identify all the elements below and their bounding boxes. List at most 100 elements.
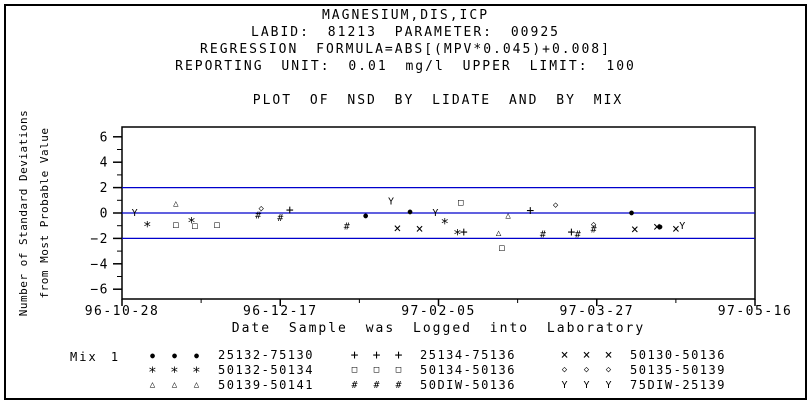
legend-marker-triangle-icon: △ <box>149 380 157 390</box>
y-tick-label: 0 <box>100 207 109 222</box>
legend-marker-Y-icon: Y <box>605 380 613 391</box>
data-point-x-icon: × <box>393 221 401 236</box>
data-point-star-icon: ∗ <box>453 225 461 241</box>
data-point-Y-icon: Y <box>679 221 685 232</box>
data-point-x-icon: × <box>631 223 639 238</box>
data-point-diamond-icon: ◇ <box>259 204 265 214</box>
legend-marker-dot-icon: ● <box>194 351 200 360</box>
legend-entry-label: 50DIW-50136 <box>420 378 516 392</box>
data-point-hash-icon: # <box>255 211 261 222</box>
legend-marker-star-icon: ∗ <box>148 362 158 378</box>
y-tick-label: 4 <box>100 156 109 171</box>
legend-entry: ● ● ● 25132-75130 <box>142 348 314 363</box>
legend-marker-dot-icon: ● <box>150 351 156 360</box>
data-point-square-icon: □ <box>499 244 505 254</box>
legend-column-3: × × × 50130-50136 ◇ ◇ ◇ 50135-50139 Y Y Y 75DIW-251… <box>554 348 726 393</box>
legend-entry-label: 50134-50136 <box>420 363 516 377</box>
legend-marker-diamond-icon: ◇ <box>605 365 613 375</box>
title-reporting-unit: REPORTING UNIT: 0.01 mg/l UPPER LIMIT: 1… <box>175 59 636 74</box>
data-point-Y-icon: Y <box>388 197 394 208</box>
data-point-square-icon: □ <box>192 221 198 231</box>
legend-entry-label: 50135-50139 <box>630 363 726 377</box>
data-point-x-icon: × <box>416 222 424 237</box>
data-point-triangle-icon: △ <box>505 211 511 221</box>
x-tick-label: 97-02-05 <box>401 304 476 319</box>
data-point-square-icon: □ <box>173 221 179 231</box>
legend-marker-Y-icon: Y <box>583 380 591 391</box>
legend-entry-label: 25134-75136 <box>420 348 516 362</box>
legend: Mix 1 ● ● ● 25132-75130 ∗ ∗ ∗ 50132-50134 △ △ △ 501… <box>0 348 811 396</box>
data-point-square-icon: □ <box>214 221 220 231</box>
legend-entry: Y Y Y 75DIW-25139 <box>554 378 726 393</box>
legend-marker-diamond-icon: ◇ <box>561 365 569 375</box>
legend-marker-triangle-icon: △ <box>171 380 179 390</box>
legend-entry: # # #50DIW-50136 <box>344 378 516 393</box>
data-point-x-icon: × <box>653 220 661 235</box>
legend-entry-label: 50130-50136 <box>630 348 726 362</box>
legend-marker-plus-icon: + <box>394 348 404 363</box>
legend-mix-label: Mix 1 <box>70 350 121 364</box>
data-point-plus-icon: + <box>460 225 468 240</box>
legend-entry-label: 50132-50134 <box>218 363 314 377</box>
data-point-diamond-icon: ◇ <box>553 200 559 210</box>
legend-marker-Y-icon: Y <box>561 380 569 391</box>
legend-entry: △ △ △ 50139-50141 <box>142 378 314 393</box>
legend-marker-plus-icon: + <box>350 348 360 363</box>
y-axis-title-line1: Number of Standard Deviations <box>17 110 30 317</box>
y-tick-label: −4 <box>90 257 109 272</box>
data-point-triangle-icon: △ <box>496 228 502 238</box>
data-point-hash-icon: # <box>344 221 350 232</box>
data-point-triangle-icon: △ <box>173 199 179 209</box>
data-point-Y-icon: Y <box>432 208 438 219</box>
legend-column-1: ● ● ● 25132-75130 ∗ ∗ ∗ 50132-50134 △ △ △ 50139-501… <box>142 348 314 393</box>
data-point-hash-icon: # <box>277 213 283 224</box>
title-analyte: MAGNESIUM,DIS,ICP <box>321 8 490 23</box>
y-tick-label: 6 <box>100 130 109 145</box>
legend-marker-plus-icon: + <box>372 348 382 363</box>
legend-marker-hash-icon: # <box>351 380 359 391</box>
legend-entry: □ □ □ 50134-50136 <box>344 363 516 378</box>
data-point-x-icon: × <box>672 222 680 237</box>
x-tick-label: 97-05-16 <box>718 304 793 319</box>
x-tick-label: 96-10-28 <box>85 304 160 319</box>
legend-entry: ∗ ∗ ∗ 50132-50134 <box>142 363 314 378</box>
data-point-plus-icon: + <box>526 204 534 219</box>
data-point-dot-icon: ● <box>363 211 368 220</box>
data-point-plus-icon: + <box>286 203 294 218</box>
legend-marker-x-icon: × <box>560 348 570 363</box>
y-axis-title-line2: from Most Probable Value <box>38 128 51 299</box>
title-regression-formula: REGRESSION FORMULA=ABS[(MPV*0.045)+0.008… <box>200 42 611 57</box>
x-axis-title: Date Sample was Logged into Laboratory <box>232 321 645 336</box>
data-point-hash-icon: # <box>591 225 597 236</box>
legend-entry: ◇ ◇ ◇ 50135-50139 <box>554 363 726 378</box>
title-labid-parameter: LABID: 81213 PARAMETER: 00925 <box>251 25 560 40</box>
legend-marker-hash-icon: # <box>373 380 381 391</box>
y-tick-label: −2 <box>90 232 109 247</box>
legend-marker-star-icon: ∗ <box>170 362 180 378</box>
data-point-dot-icon: ● <box>658 222 663 231</box>
data-point-hash-icon: # <box>540 230 546 241</box>
legend-marker-square-icon: □ <box>351 365 359 375</box>
legend-marker-dot-icon: ● <box>172 351 178 360</box>
data-point-square-icon: □ <box>458 198 464 208</box>
legend-entry-label: 50139-50141 <box>218 378 314 392</box>
legend-marker-triangle-icon: △ <box>193 380 201 390</box>
data-point-dot-icon: ● <box>408 207 413 216</box>
legend-marker-square-icon: □ <box>373 365 381 375</box>
data-point-star-icon: ∗ <box>187 213 195 229</box>
legend-marker-diamond-icon: ◇ <box>583 365 591 375</box>
legend-column-2: + + +25134-75136 □ □ □ 50134-50136 # # #50DIW-501… <box>344 348 516 393</box>
y-tick-label: 2 <box>100 181 109 196</box>
data-point-diamond-icon: ◇ <box>591 220 597 230</box>
legend-marker-square-icon: □ <box>395 365 403 375</box>
data-point-star-icon: ∗ <box>441 213 449 229</box>
data-point-plus-icon: + <box>568 225 576 240</box>
data-point-dot-icon: ● <box>629 208 634 217</box>
legend-marker-x-icon: × <box>582 348 592 363</box>
data-point-Y-icon: Y <box>132 208 138 219</box>
y-tick-label: −6 <box>90 283 109 298</box>
plot-title: PLOT OF NSD BY LIDATE AND BY MIX <box>252 93 624 108</box>
x-tick-label: 96-12-17 <box>243 304 318 319</box>
legend-marker-star-icon: ∗ <box>192 362 202 378</box>
